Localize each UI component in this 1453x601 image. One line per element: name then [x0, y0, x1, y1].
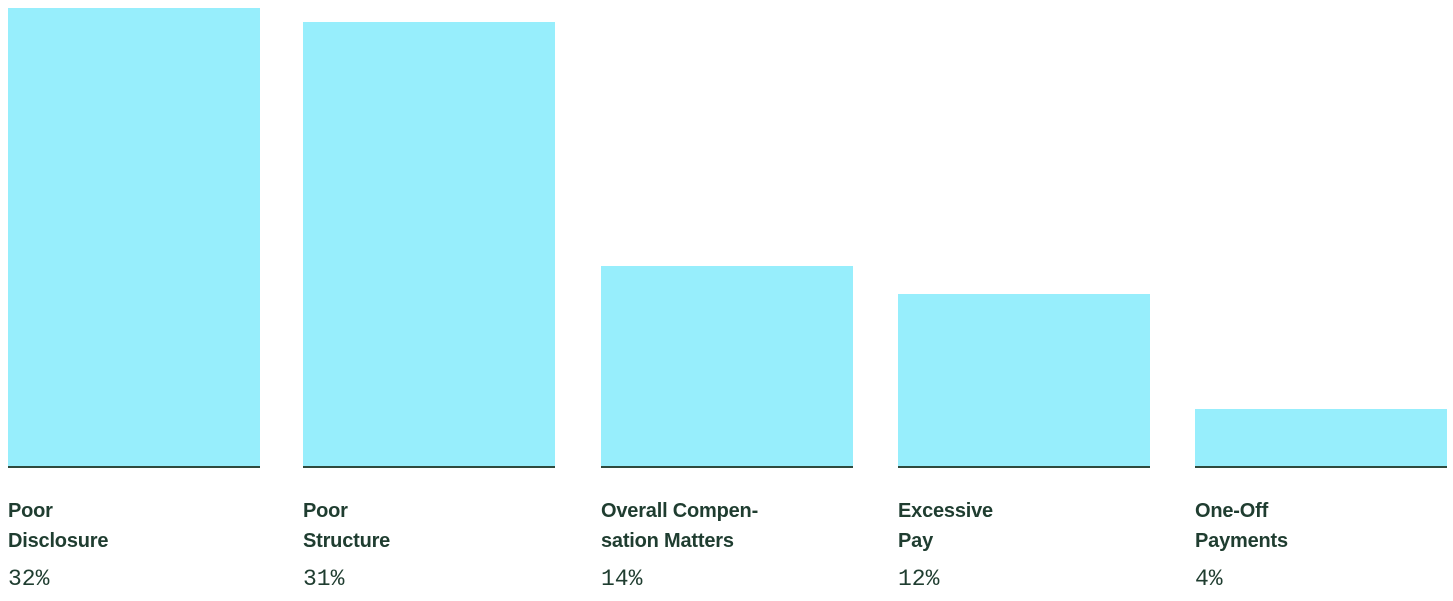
bar — [8, 8, 260, 466]
value-label: 32% — [8, 566, 50, 592]
category-label-line: One-Off — [1195, 500, 1269, 522]
category-label-line: sation Matters — [601, 530, 734, 552]
bar — [601, 265, 853, 466]
bar-group-2: Poor Structure 31% — [303, 0, 555, 601]
value-label: 31% — [303, 566, 345, 592]
category-label: Excessive Pay — [898, 496, 1150, 556]
bar-baseline — [1195, 466, 1447, 468]
category-label-line: Disclosure — [8, 530, 109, 552]
bar-baseline — [898, 466, 1150, 468]
value-label: 4% — [1195, 566, 1223, 592]
bar-group-1: Poor Disclosure 32% — [8, 0, 260, 601]
bar — [1195, 408, 1447, 466]
bar — [898, 294, 1150, 466]
category-label: One-Off Payments — [1195, 496, 1447, 556]
bar-baseline — [8, 466, 260, 468]
category-label: Overall Compen-sation Matters — [601, 496, 853, 556]
category-label-line: Excessive — [898, 500, 993, 522]
bar-group-4: Excessive Pay 12% — [898, 0, 1150, 601]
bar-baseline — [303, 466, 555, 468]
bar-group-3: Overall Compen-sation Matters 14% — [601, 0, 853, 601]
category-label: Poor Disclosure — [8, 496, 260, 556]
value-label: 12% — [898, 566, 940, 592]
category-label-line: Pay — [898, 530, 933, 552]
category-label-line: Overall Compen- — [601, 500, 759, 522]
bar-group-5: One-Off Payments 4% — [1195, 0, 1447, 601]
category-label: Poor Structure — [303, 496, 555, 556]
category-label-line: Poor — [8, 500, 53, 522]
category-label-line: Structure — [303, 530, 391, 552]
value-label: 14% — [601, 566, 643, 592]
category-label-line: Poor — [303, 500, 348, 522]
bar — [303, 22, 555, 466]
category-label-line: Payments — [1195, 530, 1288, 552]
bar-baseline — [601, 466, 853, 468]
